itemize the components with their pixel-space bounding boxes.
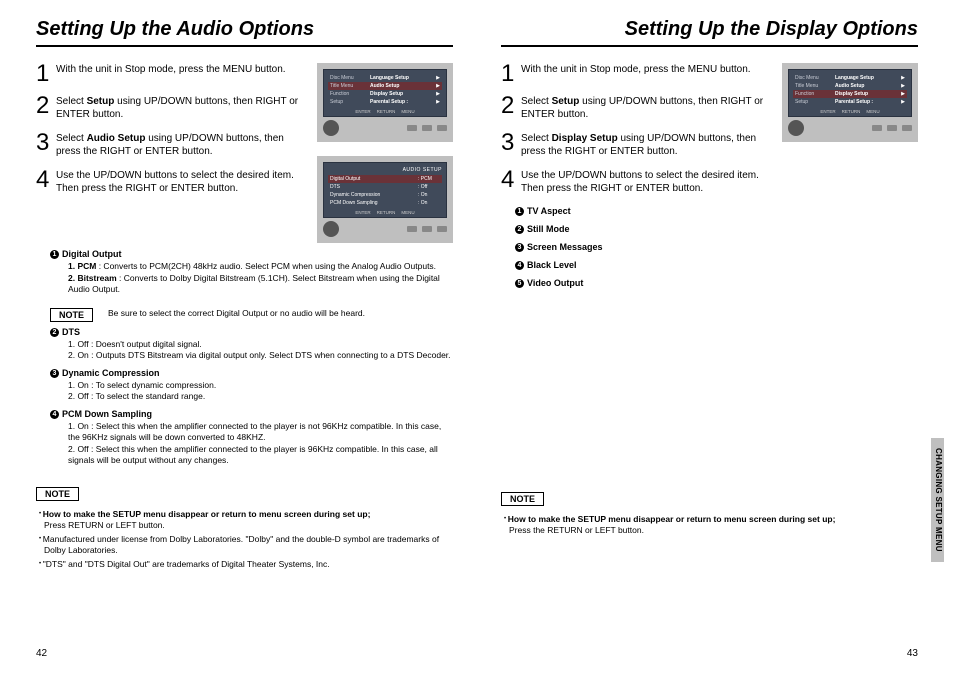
right-bottom-notes: NOTE How to make the SETUP menu disappea… <box>501 486 918 536</box>
left-bottom-notes: NOTE How to make the SETUP menu disappea… <box>36 481 453 570</box>
left-steps: 1With the unit in Stop mode, press the M… <box>36 63 305 243</box>
right-options-list: 1TV Aspect2Still Mode3Screen Messages4Bl… <box>515 206 770 289</box>
right-steps-wrap: 1With the unit in Stop mode, press the M… <box>501 63 918 296</box>
left-options: 1Digital Output1. PCM : Converts to PCM(… <box>36 249 453 467</box>
setup-menu-thumb-right: Disc MenuLanguage Setup▶Title MenuAudio … <box>782 63 918 142</box>
right-steps: 1With the unit in Stop mode, press the M… <box>501 63 770 296</box>
step-text: With the unit in Stop mode, press the ME… <box>56 63 305 77</box>
step-text: Use the UP/DOWN buttons to select the de… <box>56 169 305 196</box>
right-title: Setting Up the Display Options <box>501 18 918 41</box>
page-number-right: 43 <box>907 648 918 659</box>
left-thumbs: Disc MenuLanguage Setup▶Title MenuAudio … <box>317 63 453 243</box>
hr <box>36 45 453 47</box>
right-thumbs: Disc MenuLanguage Setup▶Title MenuAudio … <box>782 63 918 296</box>
page-left: Setting Up the Audio Options 1With the u… <box>28 18 477 659</box>
step-text: Select Audio Setup using UP/DOWN buttons… <box>56 132 305 159</box>
step-text: Select Setup using UP/DOWN buttons, then… <box>56 95 305 122</box>
side-tab: CHANGING SETUP MENU <box>931 438 944 562</box>
left-steps-wrap: 1With the unit in Stop mode, press the M… <box>36 63 453 243</box>
setup-menu-thumb: Disc MenuLanguage Setup▶Title MenuAudio … <box>317 63 453 142</box>
page-number-left: 42 <box>36 648 47 659</box>
left-title: Setting Up the Audio Options <box>36 18 453 41</box>
audio-setup-thumb: AUDIO SETUP Digital Output: PCMDTS: OffD… <box>317 156 453 243</box>
hr <box>501 45 918 47</box>
page-right: Setting Up the Display Options 1With the… <box>477 18 926 659</box>
